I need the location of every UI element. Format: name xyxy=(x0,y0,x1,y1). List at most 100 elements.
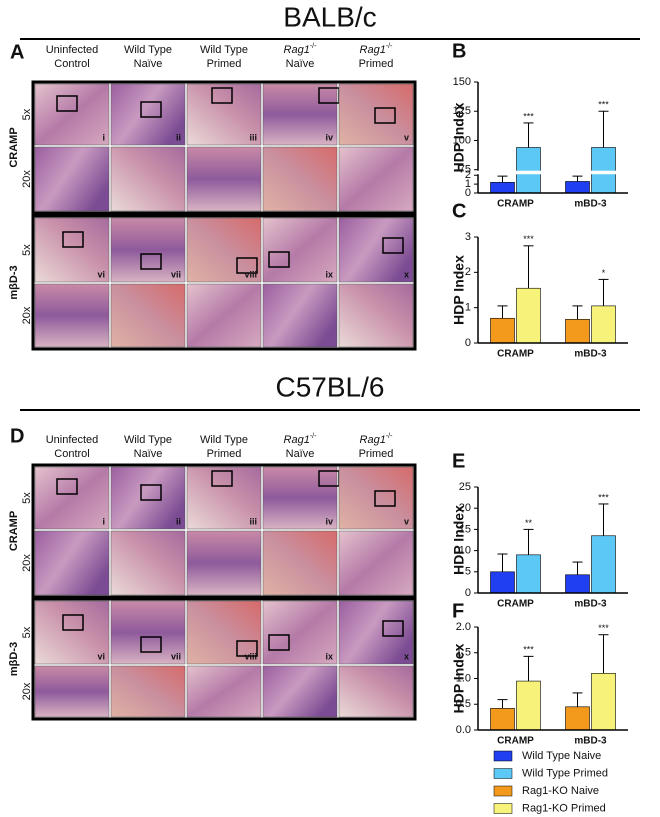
micrograph xyxy=(186,83,262,146)
column-header: Rag1-/- xyxy=(284,43,318,56)
column-header: Rag1-/- xyxy=(360,43,394,56)
legend-label: Wild Type Primed xyxy=(522,767,608,779)
micrograph xyxy=(110,665,186,718)
image-numeral: i xyxy=(102,516,105,526)
micrograph xyxy=(262,83,338,146)
micrograph xyxy=(338,83,414,146)
inset-box xyxy=(382,620,404,637)
significance: *** xyxy=(523,645,534,655)
legend-swatch xyxy=(493,750,513,762)
legend-label: Rag1-KO Primed xyxy=(522,802,606,814)
column-header: Naïve xyxy=(286,448,315,460)
panel-frame xyxy=(31,597,417,721)
micrograph xyxy=(338,283,414,348)
y-axis-label: HDP Index xyxy=(451,505,467,575)
bar xyxy=(490,182,515,194)
column-header-sup: -/- xyxy=(386,433,393,440)
y-tick-label: 2 xyxy=(465,169,471,181)
image-numeral: viii xyxy=(244,651,257,661)
column-header: Control xyxy=(54,448,89,460)
micrograph xyxy=(262,217,338,283)
significance: *** xyxy=(523,111,534,121)
column-header: Primed xyxy=(359,58,394,70)
image-numeral: vii xyxy=(171,269,181,279)
image-numeral: v xyxy=(404,132,409,142)
y-tick-label: 3 xyxy=(465,231,471,243)
column-header-gene: Rag1 xyxy=(360,44,386,56)
x-tick-label: mBD-3 xyxy=(574,736,607,747)
y-tick-label: 1.0 xyxy=(456,672,471,684)
image-numeral: vii xyxy=(171,651,181,661)
panel-letter: E xyxy=(452,450,465,472)
y-tick-label: 15 xyxy=(459,523,471,535)
bar xyxy=(565,574,590,594)
micrograph xyxy=(34,283,110,348)
legend-swatch xyxy=(493,785,513,797)
micrograph xyxy=(34,146,110,212)
micrograph xyxy=(110,83,186,146)
image-numeral: vi xyxy=(97,269,105,279)
magnification: 5x xyxy=(21,244,33,256)
column-header: Uninfected xyxy=(46,44,99,56)
row-label: mβD-3 xyxy=(8,642,20,676)
column-header: Wild Type xyxy=(124,44,172,56)
bar xyxy=(565,706,590,731)
panel-frame xyxy=(31,80,417,215)
y-axis-label: HDP Index xyxy=(451,102,467,172)
inset-box xyxy=(140,636,162,653)
micrograph xyxy=(110,530,186,596)
strain-title: C57BL/6 xyxy=(276,371,385,402)
magnification: 20x xyxy=(21,554,33,572)
micrograph xyxy=(338,665,414,718)
image-numeral: x xyxy=(404,651,409,661)
bar xyxy=(516,680,541,731)
inset-box xyxy=(56,95,78,112)
y-tick-label: 0.0 xyxy=(456,724,471,736)
column-header-sup: -/- xyxy=(386,43,393,50)
image-numeral: ii xyxy=(176,132,181,142)
y-tick-label: 25 xyxy=(459,481,471,493)
panel-frame xyxy=(31,214,417,351)
x-tick-label: mBD-3 xyxy=(574,599,607,610)
micrograph xyxy=(338,217,414,283)
bar xyxy=(516,554,541,594)
image-numeral: i xyxy=(102,132,105,142)
row-label: CRAMP xyxy=(8,511,20,551)
micrograph xyxy=(110,600,186,665)
magnification: 20x xyxy=(21,682,33,700)
column-header: Control xyxy=(54,58,89,70)
inset-box xyxy=(268,634,290,651)
y-tick-label: 0 xyxy=(465,337,471,349)
inset-box xyxy=(140,101,162,118)
micrograph xyxy=(34,600,110,665)
micrograph xyxy=(186,665,262,718)
column-header: Naïve xyxy=(134,58,163,70)
y-tick-label: 20 xyxy=(459,502,471,514)
inset-box xyxy=(62,231,84,248)
micrograph xyxy=(34,530,110,596)
legend-swatch xyxy=(493,768,513,779)
y-axis-label: HDP Index xyxy=(451,643,467,713)
bar xyxy=(516,287,541,344)
micrograph xyxy=(262,600,338,665)
inset-box xyxy=(382,237,404,254)
column-header: Wild Type xyxy=(200,44,248,56)
magnification: 5x xyxy=(21,108,33,120)
y-tick-label: 10 xyxy=(459,545,471,557)
micrograph xyxy=(262,530,338,596)
column-header: Naïve xyxy=(286,58,315,70)
y-tick-label: 1 xyxy=(465,178,471,190)
column-header-sup: -/- xyxy=(310,433,317,440)
panel-letter: B xyxy=(452,40,466,62)
panel-letter: F xyxy=(452,600,464,622)
y-tick-label: 100 xyxy=(453,134,471,146)
x-tick-label: CRAMP xyxy=(497,199,534,210)
image-numeral: v xyxy=(404,516,409,526)
image-numeral: viii xyxy=(244,269,257,279)
micrograph xyxy=(186,283,262,348)
column-header: Wild Type xyxy=(200,434,248,446)
x-tick-label: CRAMP xyxy=(497,599,534,610)
bar xyxy=(565,181,590,194)
micrograph xyxy=(186,146,262,212)
x-tick-label: mBD-3 xyxy=(574,199,607,210)
